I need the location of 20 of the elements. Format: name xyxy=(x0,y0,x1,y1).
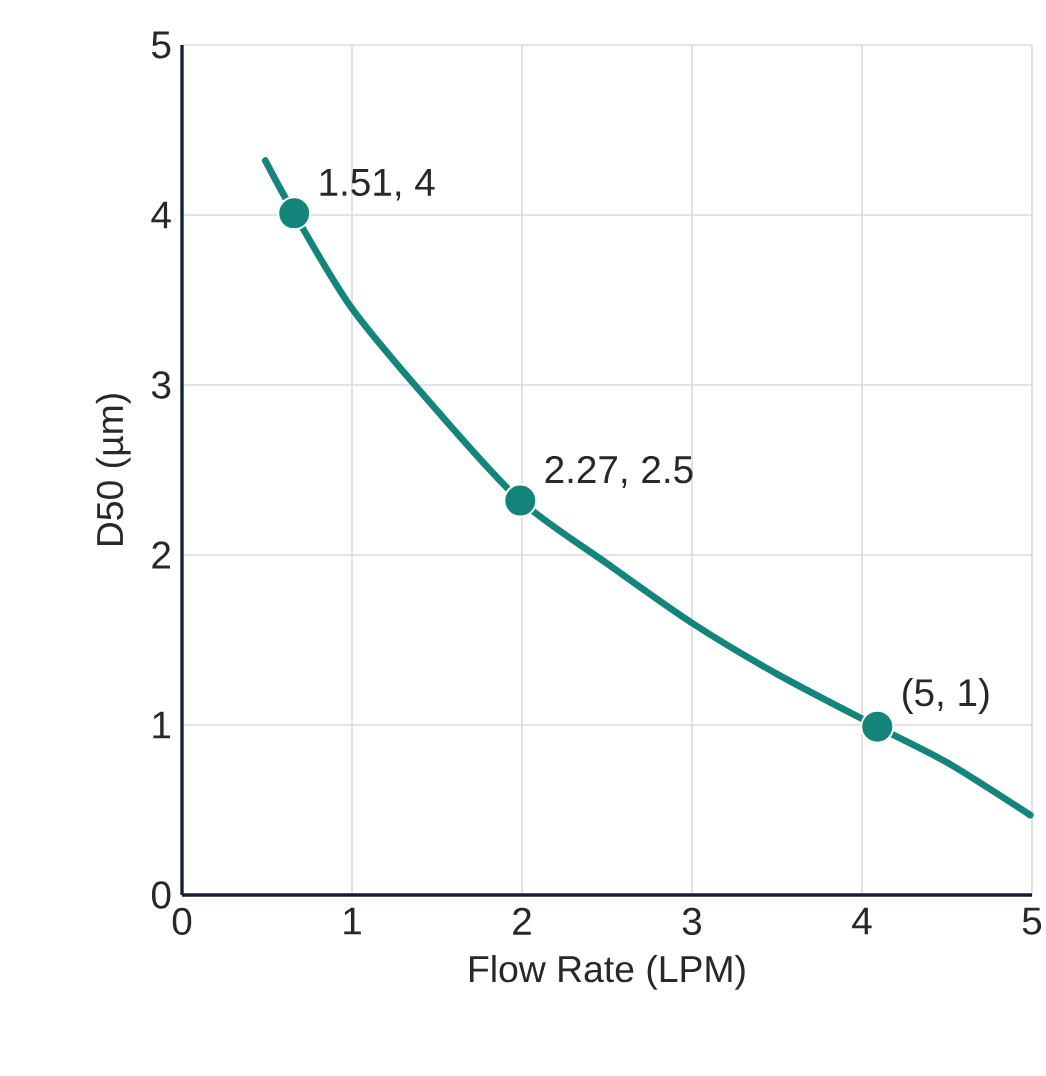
y-tick-label: 2 xyxy=(152,541,170,569)
x-tick-label: 3 xyxy=(682,907,702,936)
annotation: 1.51, 4 xyxy=(320,169,435,201)
annotation: (5, 1) xyxy=(903,677,989,714)
y-tick-label: 5 xyxy=(152,31,171,59)
x-tick-label: 5 xyxy=(1022,907,1042,935)
y-tick-label: 3 xyxy=(151,371,171,399)
point xyxy=(860,709,895,744)
point xyxy=(503,483,538,518)
annotation: 2.27, 2.5 xyxy=(545,455,693,488)
x-tick-label: 0 xyxy=(172,907,192,936)
y-axis-title: D50 (µm) xyxy=(95,394,131,546)
x-axis-title: Flow Rate (LPM) xyxy=(470,954,745,990)
y-tick-label: 0 xyxy=(151,881,171,909)
x-tick-label: 4 xyxy=(852,907,872,935)
x-tick-label: 2 xyxy=(513,907,531,935)
x-tick-label: 1 xyxy=(344,907,361,935)
y-tick-label: 1 xyxy=(153,711,171,739)
y-tick-label: 4 xyxy=(151,201,171,229)
point xyxy=(277,196,312,231)
